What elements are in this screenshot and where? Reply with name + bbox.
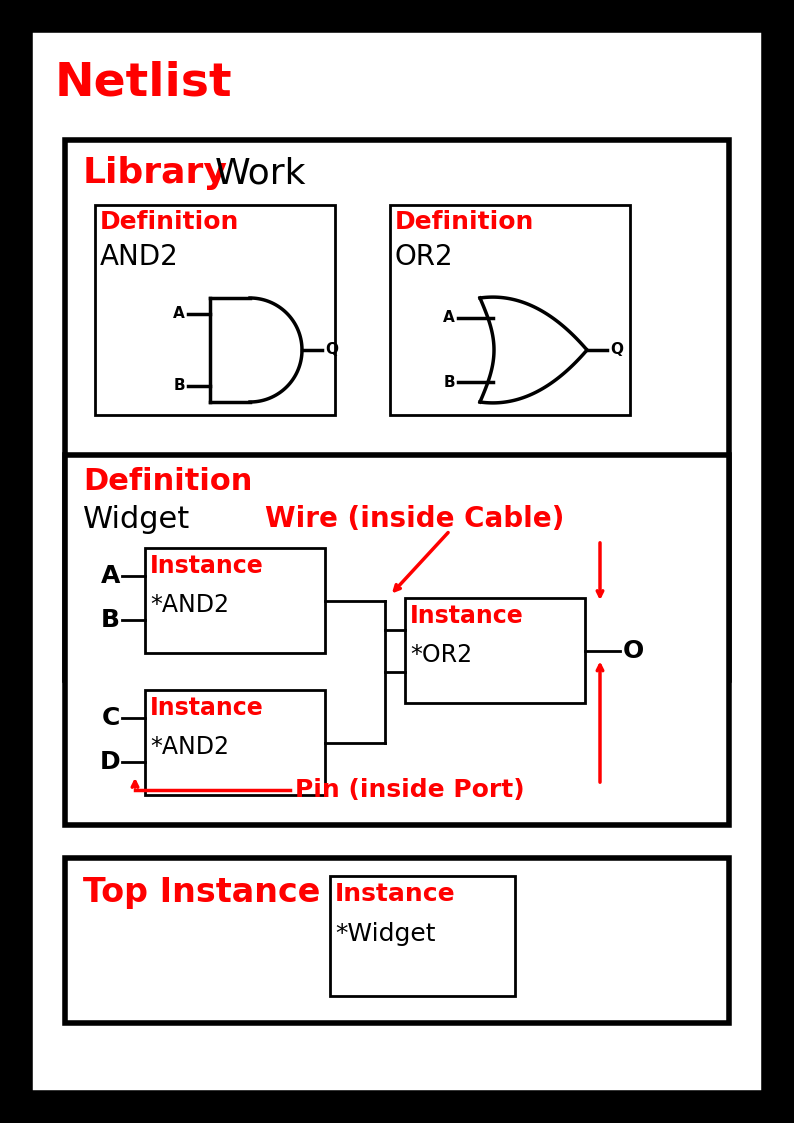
- Text: Q: Q: [610, 343, 623, 357]
- Text: Work: Work: [215, 156, 306, 190]
- Text: *OR2: *OR2: [410, 643, 472, 667]
- Text: Netlist: Netlist: [55, 60, 233, 104]
- Text: A: A: [443, 310, 455, 326]
- Text: Library: Library: [83, 156, 228, 190]
- Text: Widget: Widget: [83, 505, 191, 535]
- Text: Instance: Instance: [335, 882, 456, 906]
- Text: O: O: [623, 639, 644, 663]
- Text: Definition: Definition: [395, 210, 534, 234]
- Text: B: B: [173, 378, 185, 393]
- Bar: [95, 206, 335, 416]
- Text: Instance: Instance: [410, 604, 524, 628]
- Bar: [145, 690, 325, 795]
- Text: B: B: [101, 608, 120, 632]
- Text: C: C: [102, 706, 120, 730]
- Text: Instance: Instance: [150, 554, 264, 578]
- Text: *AND2: *AND2: [150, 734, 229, 759]
- Text: B: B: [443, 375, 455, 390]
- Text: Wire (inside Cable): Wire (inside Cable): [265, 505, 565, 533]
- Text: Instance: Instance: [150, 696, 264, 720]
- Bar: [405, 599, 585, 703]
- Text: AND2: AND2: [100, 243, 179, 271]
- Text: D: D: [99, 750, 120, 774]
- Bar: [145, 548, 325, 652]
- Text: Q: Q: [325, 343, 338, 357]
- Text: Definition: Definition: [100, 210, 239, 234]
- Text: Pin (inside Port): Pin (inside Port): [295, 778, 525, 802]
- Bar: [330, 876, 515, 996]
- Bar: [390, 206, 630, 416]
- Text: Top Instance: Top Instance: [83, 876, 320, 909]
- Text: OR2: OR2: [395, 243, 453, 271]
- Text: A: A: [101, 564, 120, 588]
- Text: *Widget: *Widget: [335, 922, 435, 946]
- Text: *AND2: *AND2: [150, 593, 229, 617]
- Bar: [65, 455, 729, 825]
- Bar: [65, 858, 729, 1023]
- Bar: [65, 140, 729, 681]
- Text: A: A: [173, 307, 185, 321]
- Text: Definition: Definition: [83, 467, 252, 496]
